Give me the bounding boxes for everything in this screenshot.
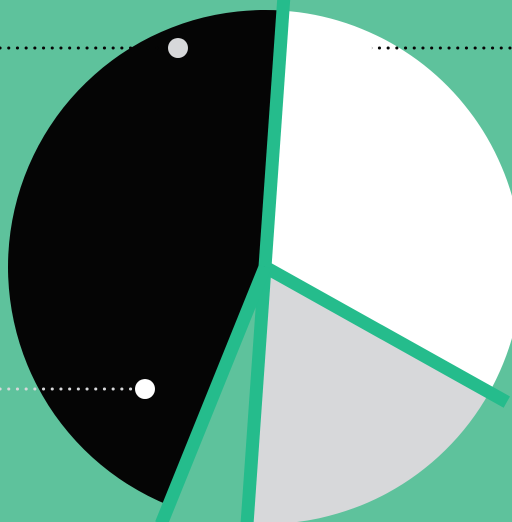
callout-dot-icon [168,38,188,58]
callout-dot-icon [352,38,372,58]
callout-dot-icon [135,379,155,399]
slice-grey [247,267,490,522]
callout-white-slice [0,38,188,58]
slice-separators [155,0,510,522]
slice-separator [240,266,272,522]
callout-black-slice [0,379,155,399]
slice-separator [261,261,510,408]
callout-grey-slice [352,38,512,58]
slice-separator [258,0,291,268]
callouts [0,38,512,399]
slice-separator [155,264,272,522]
